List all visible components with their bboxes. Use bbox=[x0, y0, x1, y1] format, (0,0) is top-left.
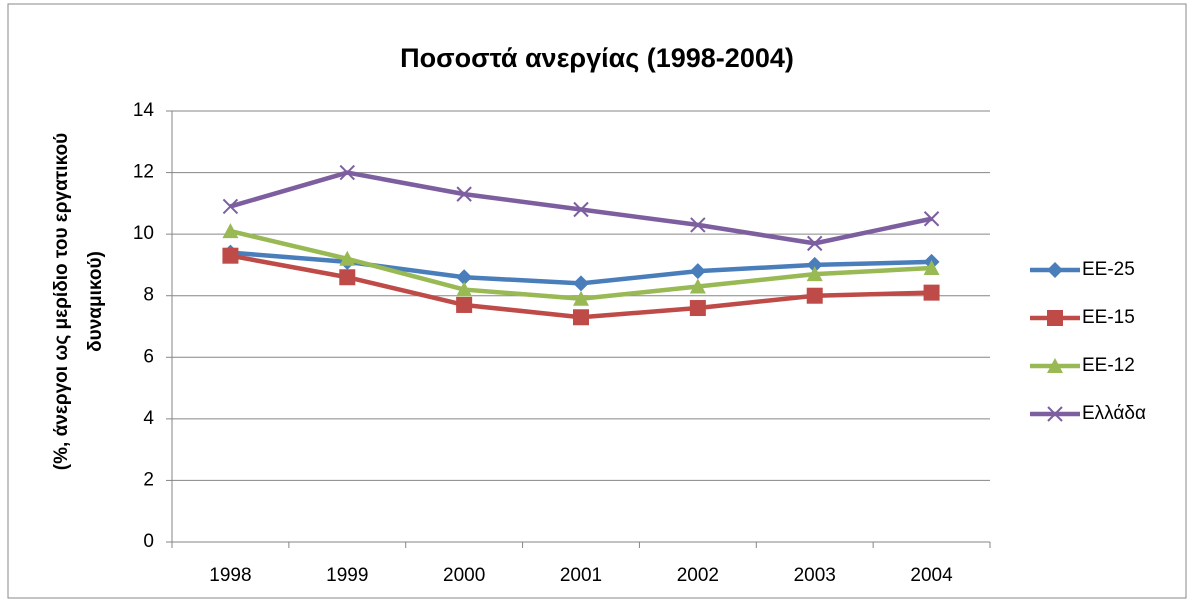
marker bbox=[573, 275, 589, 292]
marker bbox=[689, 278, 706, 294]
marker bbox=[573, 309, 589, 326]
marker bbox=[339, 250, 356, 266]
y-tick-label: 6 bbox=[143, 346, 154, 367]
marker bbox=[806, 287, 823, 304]
marker bbox=[807, 235, 823, 252]
marker bbox=[1047, 358, 1063, 373]
marker bbox=[806, 256, 823, 273]
x-tick-label: 2001 bbox=[560, 565, 602, 586]
x-tick-label: 2004 bbox=[910, 565, 953, 586]
y-tick-label: 10 bbox=[133, 223, 154, 244]
legend-label: EE-25 bbox=[1082, 259, 1135, 280]
marker bbox=[689, 300, 706, 317]
marker bbox=[456, 281, 473, 297]
marker bbox=[923, 260, 940, 276]
y-axis-label: (%, άνεργοι ως μερίδιο του εργατικού bbox=[51, 133, 72, 470]
marker bbox=[573, 201, 589, 218]
y-axis-label: δυναμικού) bbox=[85, 251, 106, 352]
y-tick-label: 4 bbox=[143, 408, 154, 429]
marker bbox=[1047, 262, 1063, 278]
marker bbox=[1047, 310, 1063, 326]
x-tick-label: 1999 bbox=[326, 565, 368, 586]
y-tick-label: 8 bbox=[143, 285, 154, 306]
marker bbox=[923, 211, 940, 227]
marker bbox=[222, 247, 239, 264]
marker bbox=[806, 266, 823, 282]
marker bbox=[222, 223, 239, 239]
chart-title: Ποσοστά ανεργίας (1998-2004) bbox=[400, 43, 794, 73]
marker bbox=[689, 263, 706, 280]
y-tick-label: 12 bbox=[133, 162, 154, 183]
marker bbox=[690, 217, 706, 233]
x-tick-label: 1998 bbox=[209, 565, 251, 586]
chart-border bbox=[7, 3, 1187, 599]
marker bbox=[339, 269, 356, 286]
marker bbox=[222, 198, 239, 215]
marker bbox=[1047, 406, 1063, 422]
x-tick-label: 2003 bbox=[794, 565, 836, 586]
marker bbox=[339, 164, 355, 181]
y-tick-label: 0 bbox=[143, 531, 154, 552]
y-tick-label: 2 bbox=[143, 469, 154, 490]
marker bbox=[573, 290, 589, 306]
x-tick-label: 2002 bbox=[677, 565, 719, 586]
legend-label: EE-15 bbox=[1082, 307, 1135, 328]
marker bbox=[456, 186, 472, 202]
x-tick-label: 2000 bbox=[443, 565, 485, 586]
legend-label: EE-12 bbox=[1082, 355, 1135, 376]
y-tick-label: 14 bbox=[133, 100, 155, 121]
marker bbox=[923, 284, 940, 301]
marker bbox=[456, 269, 473, 286]
marker bbox=[456, 296, 473, 313]
legend-label: Ελλάδα bbox=[1082, 403, 1146, 424]
